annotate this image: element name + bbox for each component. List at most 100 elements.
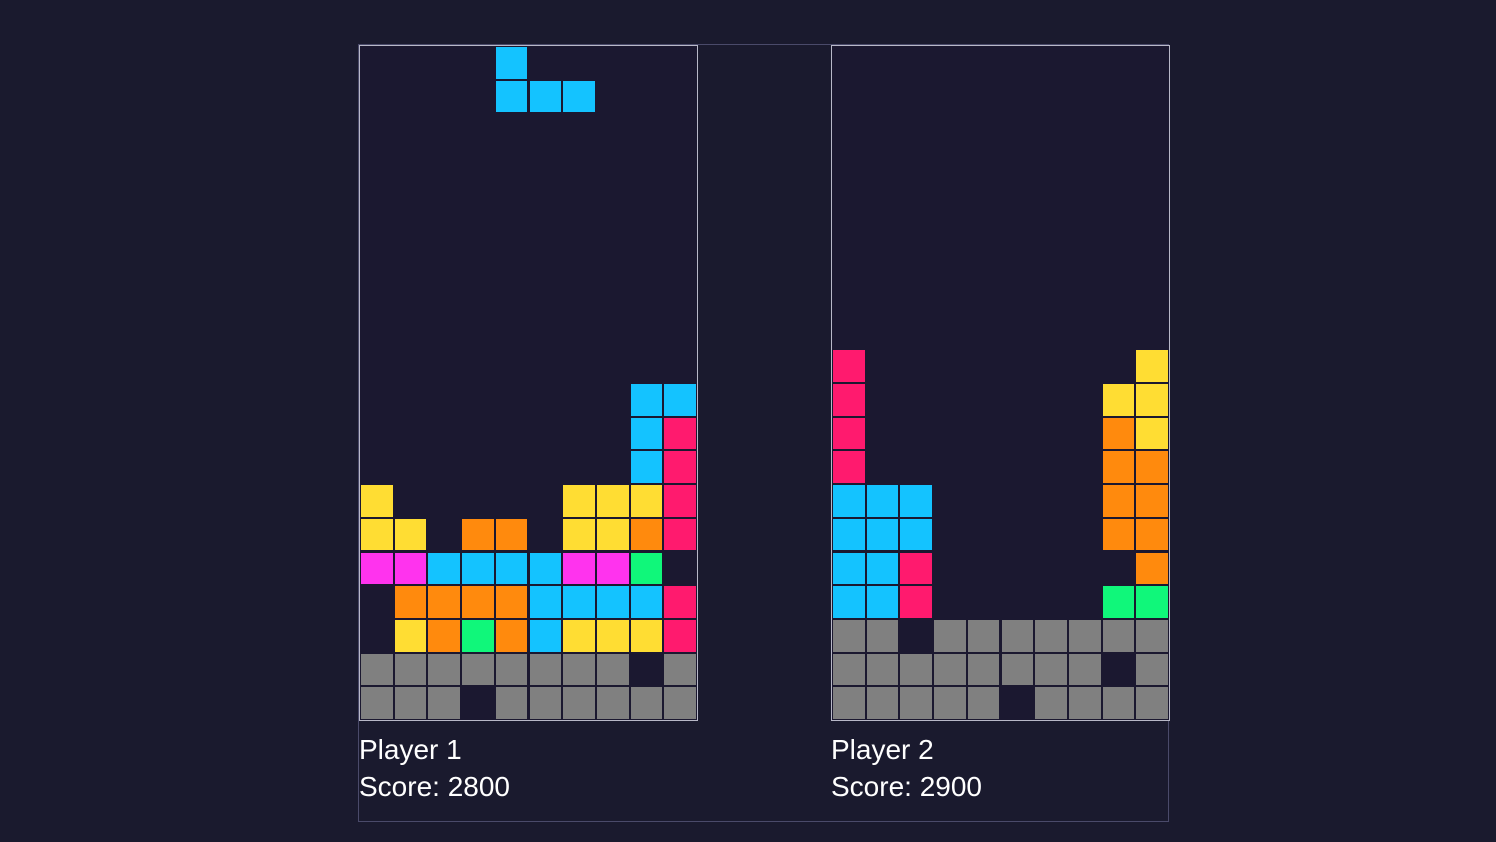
locked-block [899, 517, 934, 552]
garbage-block [562, 686, 596, 720]
player-2-name: Player 2 [831, 734, 934, 765]
locked-block [832, 383, 866, 417]
locked-block [393, 618, 428, 653]
locked-block [595, 618, 630, 653]
locked-block [595, 551, 630, 586]
garbage-block [663, 686, 697, 720]
locked-block [899, 585, 934, 619]
garbage-block [427, 686, 462, 720]
locked-block [1101, 450, 1136, 485]
locked-block [1101, 517, 1136, 552]
garbage-block [1067, 686, 1102, 720]
locked-block [1101, 416, 1136, 451]
locked-block [663, 517, 697, 552]
locked-block [1135, 349, 1169, 383]
garbage-block [832, 652, 866, 687]
locked-block [528, 551, 563, 586]
garbage-block [966, 686, 1001, 720]
player-1-name: Player 1 [359, 734, 462, 765]
garbage-block [494, 652, 529, 687]
garbage-block [966, 652, 1001, 687]
garbage-block [865, 618, 900, 653]
garbage-block [865, 686, 900, 720]
locked-block [865, 484, 900, 518]
garbage-block [933, 652, 967, 687]
locked-block [427, 585, 462, 619]
locked-block [1101, 585, 1136, 619]
garbage-block [1000, 618, 1035, 653]
garbage-block [1034, 618, 1068, 653]
locked-block [494, 618, 529, 653]
garbage-block [1067, 652, 1102, 687]
locked-block [663, 450, 697, 485]
garbage-block [1101, 686, 1136, 720]
locked-block [629, 551, 664, 586]
locked-block [832, 450, 866, 485]
locked-block [1135, 416, 1169, 451]
locked-block [663, 585, 697, 619]
garbage-block [865, 652, 900, 687]
locked-block [832, 517, 866, 552]
locked-block [562, 585, 596, 619]
garbage-block [832, 618, 866, 653]
garbage-block [663, 652, 697, 687]
locked-block [663, 618, 697, 653]
player-1-board[interactable] [359, 45, 698, 721]
locked-block [360, 517, 394, 552]
locked-block [595, 517, 630, 552]
locked-block [494, 585, 529, 619]
garbage-block [1135, 652, 1169, 687]
falling-piece-block [494, 46, 529, 80]
locked-block [832, 416, 866, 451]
garbage-block [1135, 618, 1169, 653]
locked-block [663, 416, 697, 451]
locked-block [832, 349, 866, 383]
locked-block [562, 551, 596, 586]
locked-block [1101, 484, 1136, 518]
garbage-block [899, 686, 934, 720]
garbage-block [528, 652, 563, 687]
garbage-block [1000, 652, 1035, 687]
locked-block [629, 585, 664, 619]
garbage-block [832, 686, 866, 720]
garbage-block [1067, 618, 1102, 653]
locked-block [393, 551, 428, 586]
garbage-block [1034, 686, 1068, 720]
garbage-block [1101, 618, 1136, 653]
locked-block [461, 618, 495, 653]
locked-block [528, 585, 563, 619]
player-2-panel: Player 2 Score: 2900 [831, 45, 1170, 805]
garbage-block [1034, 652, 1068, 687]
locked-block [899, 551, 934, 586]
locked-block [427, 551, 462, 586]
garbage-block [360, 652, 394, 687]
locked-block [461, 517, 495, 552]
garbage-block [595, 652, 630, 687]
player-2-board[interactable] [831, 45, 1170, 721]
garbage-block [966, 618, 1001, 653]
locked-block [832, 484, 866, 518]
locked-block [562, 618, 596, 653]
locked-block [595, 484, 630, 518]
locked-block [832, 585, 866, 619]
garbage-block [595, 686, 630, 720]
locked-block [1135, 517, 1169, 552]
garbage-block [933, 686, 967, 720]
locked-block [562, 484, 596, 518]
locked-block [899, 484, 934, 518]
locked-block [1135, 450, 1169, 485]
locked-block [865, 551, 900, 586]
garbage-block [393, 652, 428, 687]
player-2-score: Score: 2900 [831, 771, 982, 802]
locked-block [427, 618, 462, 653]
locked-block [865, 517, 900, 552]
locked-block [1101, 383, 1136, 417]
garbage-block [933, 618, 967, 653]
locked-block [663, 383, 697, 417]
locked-block [393, 517, 428, 552]
garbage-block [461, 652, 495, 687]
locked-block [629, 484, 664, 518]
player-1-panel: Player 1 Score: 2800 [359, 45, 698, 805]
garbage-block [1135, 686, 1169, 720]
locked-block [629, 383, 664, 417]
